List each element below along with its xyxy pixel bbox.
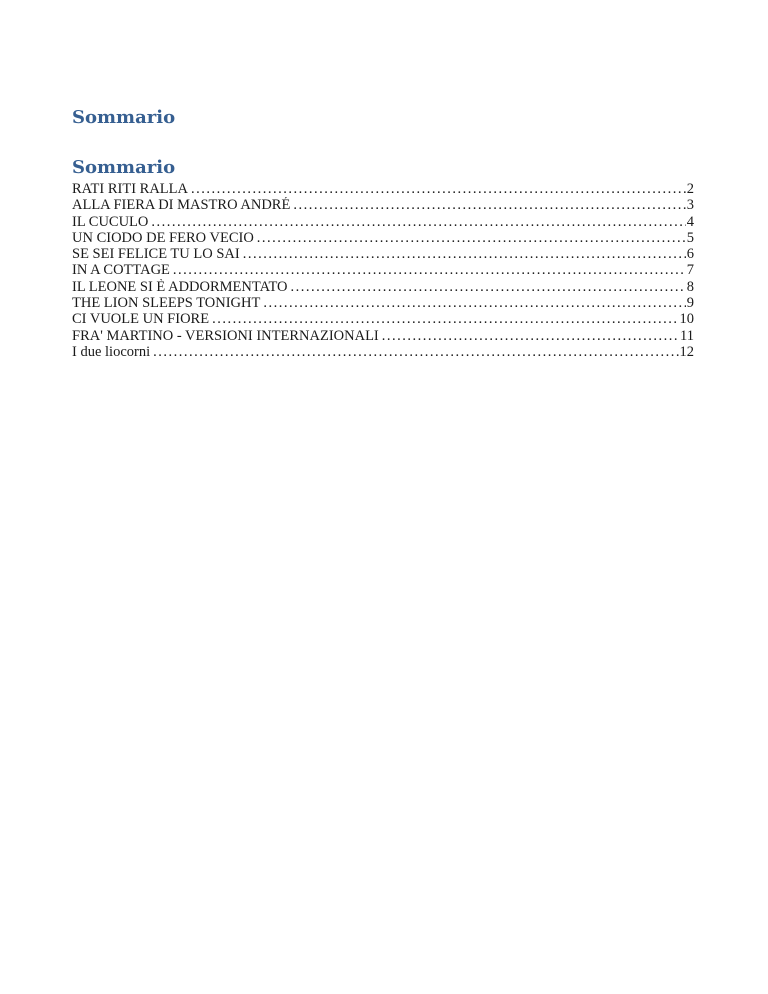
toc-entry-title: IN A COTTAGE [72,262,170,279]
toc-entry[interactable]: I due liocorni 12 [72,344,694,360]
toc-entry[interactable]: FRA' MARTINO - VERSIONI INTERNAZIONALI 11 [72,328,694,344]
toc-entry[interactable]: THE LION SLEEPS TONIGHT 9 [72,295,694,311]
toc-entry[interactable]: ALLA FIERA DI MASTRO ANDRÉ 3 [72,197,694,213]
toc-page-number: 10 [679,311,695,328]
toc-page-number: 3 [686,197,694,214]
toc-leader-dots [291,279,686,295]
toc-leader-dots [243,246,686,262]
toc-page-number: 6 [686,246,694,263]
toc-leader-dots [191,181,686,197]
toc-leader-dots [293,197,685,213]
toc-list: RATI RITI RALLA2ALLA FIERA DI MASTRO AND… [72,181,694,360]
toc-entry[interactable]: IL LEONE SI È ADDORMENTATO 8 [72,279,694,295]
toc-entry-title: I due liocorni [72,343,151,360]
toc-entry-title: RATI RITI RALLA [72,181,188,197]
toc-page-number: 8 [686,278,694,295]
toc-leader-dots [173,262,686,278]
toc-entry[interactable]: IL CUCULO 4 [72,214,694,230]
toc-heading: Sommario [72,157,176,178]
toc-leader-dots [153,344,678,360]
toc-entry-title: IL CUCULO [72,213,149,230]
toc-page-number: 11 [680,327,694,344]
toc-entry[interactable]: UN CIODO DE FERO VECIO 5 [72,230,694,246]
document-title: Sommario [72,107,176,128]
toc-entry-title: UN CIODO DE FERO VECIO [72,229,254,246]
toc-leader-dots [151,214,685,230]
toc-entry-title: FRA' MARTINO - VERSIONI INTERNAZIONALI [72,327,379,344]
toc-entry-title: CI VUOLE UN FIORE [72,311,210,328]
toc-entry[interactable]: RATI RITI RALLA 2 [72,181,694,197]
toc-entry[interactable]: CI VUOLE UN FIORE 10 [72,311,694,327]
toc-entry-title: IL LEONE SI È ADDORMENTATO [72,278,288,295]
toc-page-number: 2 [686,181,694,197]
toc-leader-dots [382,328,679,344]
toc-page-number: 9 [686,295,694,312]
toc-entry-title: SE SEI FELICE TU LO SAI [72,246,240,263]
toc-page-number: 5 [686,229,694,246]
toc-leader-dots [212,311,678,327]
toc-entry-title: THE LION SLEEPS TONIGHT [72,295,261,312]
toc-entry[interactable]: IN A COTTAGE 7 [72,262,694,278]
toc-page-number: 12 [679,343,695,360]
toc-leader-dots [257,230,686,246]
toc-leader-dots [263,295,685,311]
toc-page-number: 4 [686,213,694,230]
toc-entry-title: ALLA FIERA DI MASTRO ANDRÉ [72,197,291,214]
toc-entry[interactable]: SE SEI FELICE TU LO SAI 6 [72,246,694,262]
toc-page-number: 7 [686,262,694,279]
